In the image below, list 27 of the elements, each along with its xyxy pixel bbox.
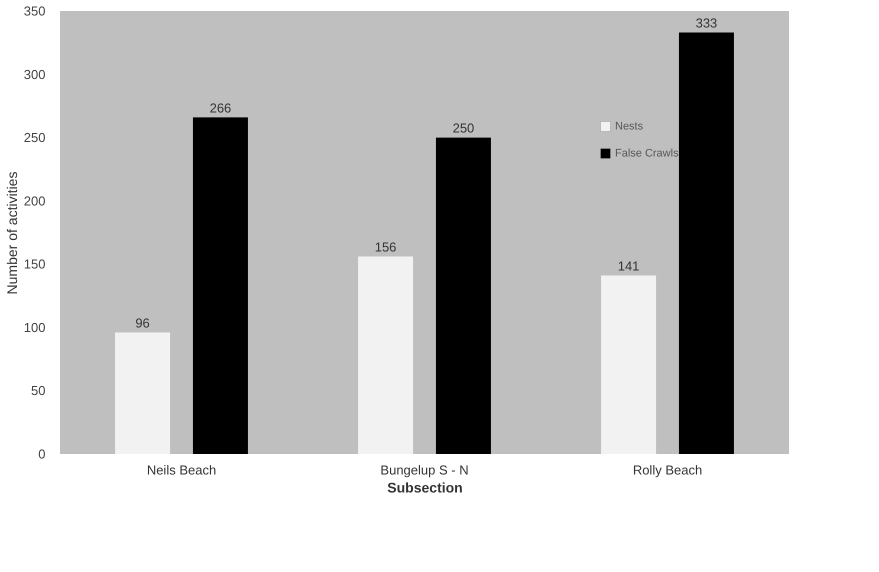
y-axis-title: Number of activities [4, 172, 20, 294]
bar [115, 332, 170, 454]
bar [192, 117, 248, 454]
data-label: 96 [135, 315, 150, 330]
y-tick-label: 0 [38, 446, 46, 462]
data-label: 141 [618, 258, 640, 274]
y-tick-label: 200 [24, 193, 46, 208]
x-tick-label: Rolly Beach [632, 462, 702, 478]
y-tick-label: 350 [24, 4, 46, 18]
data-label: 333 [696, 16, 718, 31]
y-tick-label: 150 [24, 256, 46, 272]
data-label: 266 [210, 100, 232, 116]
legend-label: False Crawls [615, 148, 680, 160]
y-tick-label: 100 [24, 320, 46, 335]
bar [601, 276, 656, 454]
bar [436, 138, 491, 454]
data-label: 156 [374, 240, 396, 255]
bar [678, 32, 734, 454]
x-tick-label: Neils Beach [146, 462, 216, 478]
x-tick-label: Bungelup S - N [380, 462, 469, 478]
legend-label: Nests [615, 120, 644, 132]
y-tick-label: 250 [24, 130, 46, 146]
data-label: 250 [452, 120, 474, 136]
x-axis-title: Subsection [387, 480, 463, 496]
bar [358, 256, 414, 454]
y-tick-label: 50 [31, 383, 46, 398]
y-tick-label: 300 [24, 66, 46, 82]
